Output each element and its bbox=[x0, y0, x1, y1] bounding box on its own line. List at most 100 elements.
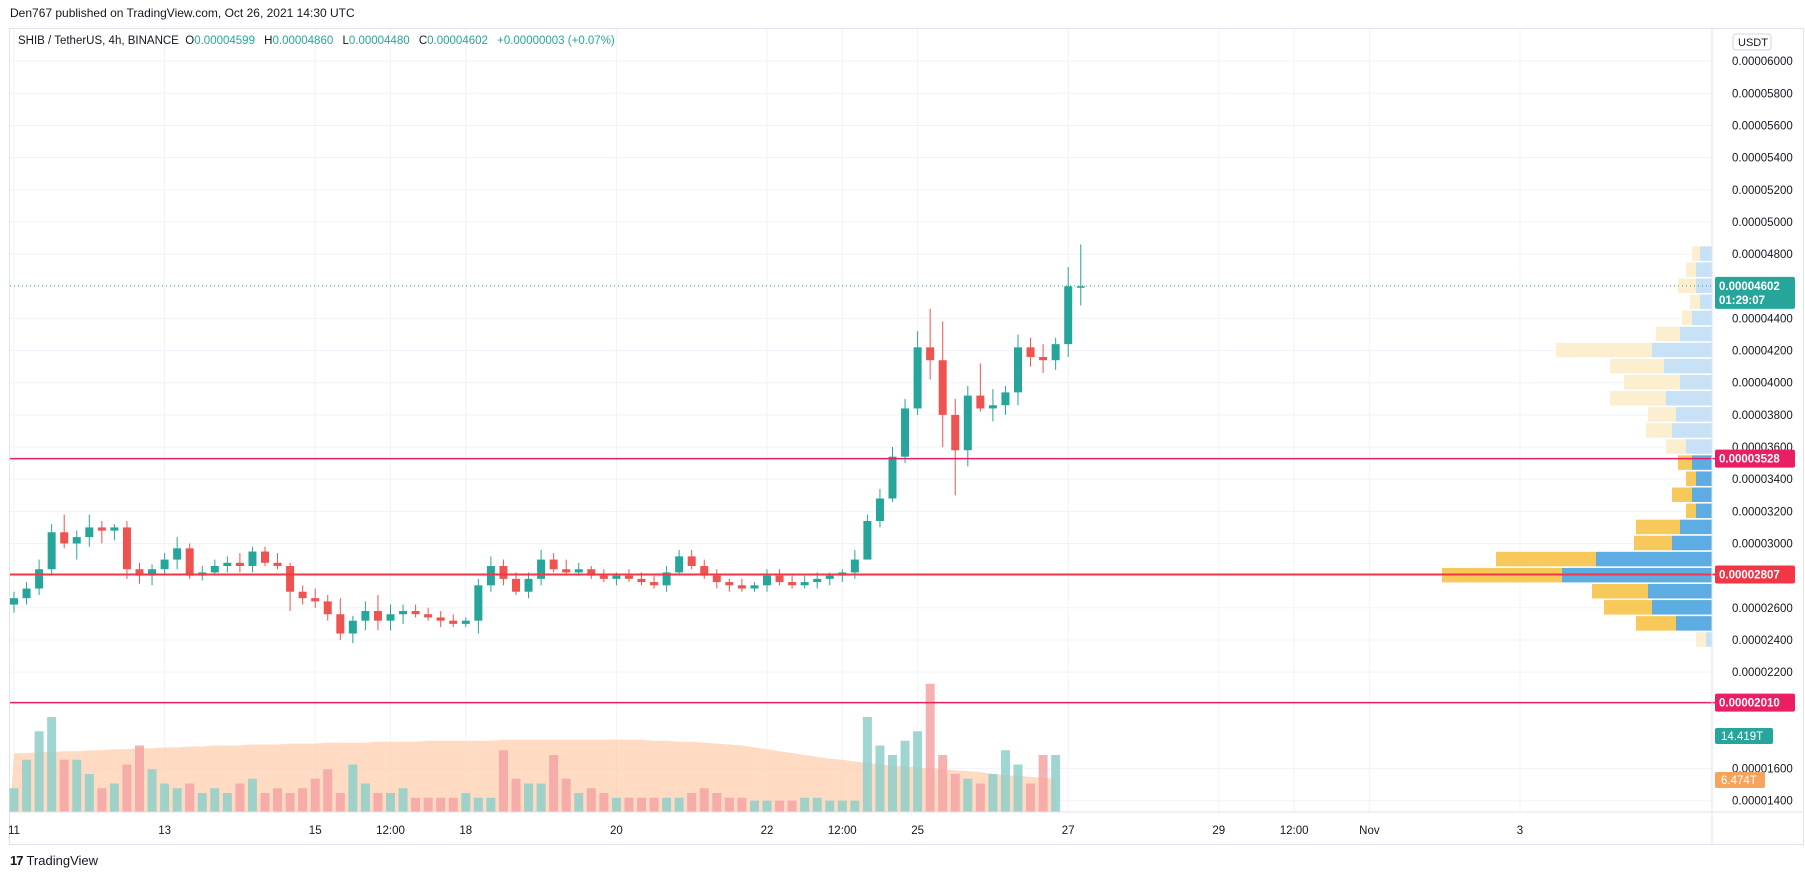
candle-body[interactable] bbox=[97, 527, 106, 531]
candle-body[interactable] bbox=[963, 395, 972, 451]
candle-body[interactable] bbox=[687, 556, 696, 567]
candle-body[interactable] bbox=[298, 591, 307, 599]
candle-body[interactable] bbox=[712, 575, 721, 583]
candle-body[interactable] bbox=[1064, 286, 1073, 345]
candle-body[interactable] bbox=[512, 578, 520, 592]
candle-body[interactable] bbox=[148, 569, 157, 576]
candle-body[interactable] bbox=[185, 548, 194, 576]
candle-body[interactable] bbox=[348, 620, 357, 634]
candle-body[interactable] bbox=[1076, 286, 1085, 288]
candle-body[interactable] bbox=[60, 532, 69, 544]
candle-body[interactable] bbox=[700, 566, 709, 576]
candle-body[interactable] bbox=[22, 588, 31, 599]
candle-body[interactable] bbox=[926, 347, 935, 361]
candle-body[interactable] bbox=[85, 527, 94, 538]
candle-body[interactable] bbox=[737, 585, 746, 589]
candle-body[interactable] bbox=[888, 456, 897, 499]
volume-bar bbox=[72, 759, 82, 812]
candle-body[interactable] bbox=[612, 575, 621, 579]
candle-body[interactable] bbox=[424, 614, 433, 618]
candle-body[interactable] bbox=[122, 527, 131, 570]
candle-body[interactable] bbox=[913, 347, 922, 409]
candle-body[interactable] bbox=[675, 556, 684, 573]
candle-body[interactable] bbox=[35, 569, 44, 589]
candle-body[interactable] bbox=[750, 585, 759, 589]
candle-body[interactable] bbox=[361, 611, 370, 621]
candle-body[interactable] bbox=[1026, 347, 1035, 357]
footer-brand[interactable]: 17 TradingView bbox=[10, 853, 98, 868]
candle-body[interactable] bbox=[110, 527, 119, 531]
candle-body[interactable] bbox=[901, 408, 910, 457]
candle-body[interactable] bbox=[499, 566, 508, 579]
candle-body[interactable] bbox=[850, 559, 859, 573]
candle-body[interactable] bbox=[373, 611, 382, 621]
candle-body[interactable] bbox=[599, 575, 608, 579]
volume-profile-up bbox=[1672, 423, 1712, 438]
candle-body[interactable] bbox=[261, 551, 269, 563]
candle-body[interactable] bbox=[173, 548, 182, 560]
time-tick-label: 27 bbox=[1062, 825, 1075, 837]
candle-body[interactable] bbox=[875, 498, 884, 521]
candle-body[interactable] bbox=[160, 559, 169, 570]
candle-body[interactable] bbox=[524, 578, 533, 592]
candle-body[interactable] bbox=[662, 572, 671, 586]
candle-body[interactable] bbox=[863, 520, 872, 560]
candle-body[interactable] bbox=[235, 562, 244, 567]
candle-body[interactable] bbox=[10, 598, 18, 605]
candle-body[interactable] bbox=[1051, 344, 1060, 361]
candle-body[interactable] bbox=[1001, 392, 1010, 406]
volume-bar bbox=[812, 797, 822, 812]
candle-body[interactable] bbox=[825, 575, 834, 579]
candle-body[interactable] bbox=[223, 562, 232, 567]
candle-body[interactable] bbox=[135, 569, 144, 576]
price-tick-label: 0.00003400 bbox=[1732, 474, 1793, 486]
candle-body[interactable] bbox=[449, 620, 458, 624]
candle-body[interactable] bbox=[210, 566, 219, 573]
candle-body[interactable] bbox=[976, 395, 985, 409]
candle-body[interactable] bbox=[248, 551, 257, 567]
candle-body[interactable] bbox=[1014, 347, 1022, 393]
candle-body[interactable] bbox=[537, 559, 546, 579]
candle-body[interactable] bbox=[788, 582, 797, 586]
candle-body[interactable] bbox=[624, 575, 633, 579]
volume-bar bbox=[423, 797, 433, 812]
candle-body[interactable] bbox=[775, 575, 784, 583]
candle-body[interactable] bbox=[1039, 356, 1048, 361]
candle-body[interactable] bbox=[562, 569, 571, 573]
candle-body[interactable] bbox=[763, 575, 771, 586]
currency-badge-bg[interactable] bbox=[1732, 33, 1772, 51]
candle-body[interactable] bbox=[436, 617, 445, 621]
candle-body[interactable] bbox=[273, 562, 282, 567]
candle-body[interactable] bbox=[47, 532, 56, 570]
candle-body[interactable] bbox=[637, 578, 646, 583]
candle-body[interactable] bbox=[813, 578, 822, 583]
candle-body[interactable] bbox=[336, 614, 345, 634]
candle-body[interactable] bbox=[988, 405, 997, 409]
candle-body[interactable] bbox=[411, 611, 420, 615]
volume-profile-up bbox=[1696, 278, 1712, 293]
candle-body[interactable] bbox=[951, 414, 960, 451]
volume-bar bbox=[687, 793, 697, 812]
candle-body[interactable] bbox=[286, 566, 295, 592]
volume-bar bbox=[624, 797, 634, 812]
candle-body[interactable] bbox=[800, 582, 809, 586]
candle-body[interactable] bbox=[587, 569, 596, 576]
candle-body[interactable] bbox=[399, 611, 408, 615]
high-key: H bbox=[264, 35, 273, 47]
candle-body[interactable] bbox=[938, 360, 947, 415]
candle-body[interactable] bbox=[725, 582, 734, 586]
symbol-label[interactable]: SHIB / TetherUS, 4h, BINANCE bbox=[18, 35, 179, 47]
candle-body[interactable] bbox=[574, 569, 583, 573]
candle-body[interactable] bbox=[650, 582, 659, 586]
candle-body[interactable] bbox=[72, 537, 81, 544]
candle-body[interactable] bbox=[311, 598, 320, 602]
candle-body[interactable] bbox=[474, 585, 483, 621]
candle-body[interactable] bbox=[486, 566, 495, 586]
candle-body[interactable] bbox=[386, 614, 395, 621]
time-tick-label: 22 bbox=[761, 825, 774, 837]
candle-body[interactable] bbox=[461, 620, 470, 624]
candle-body[interactable] bbox=[549, 559, 558, 570]
currency-badge[interactable]: USDT bbox=[1738, 37, 1768, 49]
candle-body[interactable] bbox=[323, 601, 332, 615]
